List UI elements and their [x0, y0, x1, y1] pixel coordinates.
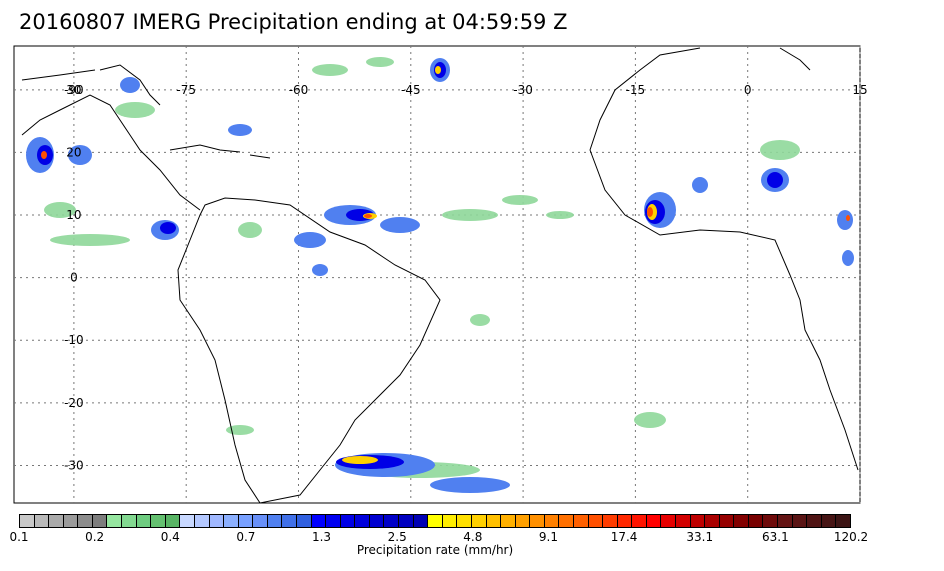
- colorbar-swatch: [501, 515, 516, 527]
- colorbar-swatch: [734, 515, 749, 527]
- colorbar-swatch: [355, 515, 370, 527]
- colorbar-swatch: [78, 515, 93, 527]
- colorbar-tick-label: 2.5: [387, 530, 407, 544]
- map-frame: [13, 45, 861, 504]
- colorbar-swatch: [194, 515, 210, 527]
- colorbar-tick-label: 63.1: [762, 530, 789, 544]
- longitude-label: 0: [744, 83, 752, 97]
- colorbar-tick-label: 9.1: [538, 530, 558, 544]
- colorbar-swatch: [34, 515, 50, 527]
- colorbar-swatch: [151, 515, 166, 527]
- colorbar-swatch: [399, 515, 414, 527]
- colorbar-swatch: [369, 515, 385, 527]
- colorbar-swatch: [778, 515, 793, 527]
- colorbar-title: Precipitation rate (mm/hr): [356, 543, 514, 557]
- colorbar-swatch: [253, 515, 268, 527]
- colorbar-swatch: [530, 515, 545, 527]
- colorbar-swatch: [136, 515, 152, 527]
- colorbar-swatch: [486, 515, 502, 527]
- longitude-labels: -90 -75 -60 -45 -30 -15 0 15: [64, 83, 868, 97]
- colorbar-swatch: [646, 515, 662, 527]
- colorbar-swatch: [457, 515, 472, 527]
- colorbar-swatch: [836, 515, 851, 527]
- colorbar-swatch: [807, 515, 822, 527]
- latitude-label: -20: [64, 396, 84, 410]
- colorbar-swatch: [442, 515, 458, 527]
- latitude-label: 20: [66, 145, 81, 159]
- colorbar-swatch: [603, 515, 618, 527]
- colorbar-swatch: [413, 515, 429, 527]
- latitude-labels: 30 20 10 0 -10 -20 -30: [64, 83, 84, 473]
- colorbar-tick-label: 0.2: [85, 530, 105, 544]
- colorbar-swatch: [19, 515, 35, 527]
- colorbar-swatch: [267, 515, 283, 527]
- colorbar-swatch: [326, 515, 341, 527]
- colorbar-tick-label: 120.2: [833, 530, 869, 544]
- precipitation-field: [26, 57, 854, 493]
- colorbar-swatch: [559, 515, 574, 527]
- colorbar-swatch: [792, 515, 808, 527]
- colorbar-tick-label: 4.8: [463, 530, 483, 544]
- colorbar-swatch: [748, 515, 764, 527]
- latitude-label: -10: [64, 333, 84, 347]
- colorbar-swatch: [690, 515, 706, 527]
- colorbar-swatch: [632, 515, 647, 527]
- colorbar-swatch: [515, 515, 531, 527]
- colorbar-tick-label: 33.1: [686, 530, 714, 544]
- colorbar-swatch: [224, 515, 239, 527]
- colorbar-swatch: [49, 515, 64, 527]
- latitude-label: 0: [70, 271, 78, 285]
- colorbar-swatch: [165, 515, 181, 527]
- colorbar-tick-label: 0.4: [160, 530, 180, 544]
- longitude-label: 15: [852, 83, 867, 97]
- colorbar-swatch: [588, 515, 604, 527]
- longitude-label: -60: [289, 83, 309, 97]
- longitude-label: -90: [64, 83, 84, 97]
- colorbar-swatch: [311, 515, 327, 527]
- latitude-label: 10: [66, 208, 81, 222]
- colorbar-swatch: [617, 515, 633, 527]
- colorbar-swatch: [296, 515, 312, 527]
- colorbar-swatch: [180, 515, 195, 527]
- longitude-label: -75: [176, 83, 196, 97]
- longitude-label: -30: [513, 83, 533, 97]
- colorbar-swatch: [238, 515, 254, 527]
- colorbar-swatch: [661, 515, 677, 527]
- colorbar-swatch: [428, 515, 443, 527]
- colorbar-swatch: [209, 515, 225, 527]
- colorbar-swatch: [384, 515, 400, 527]
- colorbar-swatch: [92, 515, 108, 527]
- colorbar-swatch: [573, 515, 589, 527]
- colorbar-swatch: [719, 515, 735, 527]
- graticule: [14, 46, 861, 503]
- colorbar-swatch: [63, 515, 79, 527]
- colorbar-tick-label: 0.7: [236, 530, 256, 544]
- map-title: 20160807 IMERG Precipitation ending at 0…: [19, 10, 568, 34]
- colorbar-swatch: [544, 515, 560, 527]
- colorbar-tick-label: 17.4: [610, 530, 638, 544]
- colorbar: [19, 514, 851, 528]
- coastline: [21, 47, 859, 504]
- latitude-label: 30: [66, 83, 81, 97]
- latitude-label: -30: [64, 458, 84, 472]
- colorbar-swatch: [705, 515, 720, 527]
- colorbar-swatch: [471, 515, 487, 527]
- longitude-label: -45: [401, 83, 421, 97]
- colorbar-swatch: [821, 515, 837, 527]
- colorbar-swatch: [340, 515, 356, 527]
- colorbar-swatch: [107, 515, 123, 527]
- colorbar-swatch: [763, 515, 779, 527]
- colorbar-swatch: [676, 515, 691, 527]
- longitude-label: -15: [626, 83, 646, 97]
- colorbar-tick-label: 0.1: [9, 530, 29, 544]
- colorbar-tick-label: 1.3: [311, 530, 332, 544]
- colorbar-swatch: [122, 515, 137, 527]
- colorbar-swatch: [282, 515, 297, 527]
